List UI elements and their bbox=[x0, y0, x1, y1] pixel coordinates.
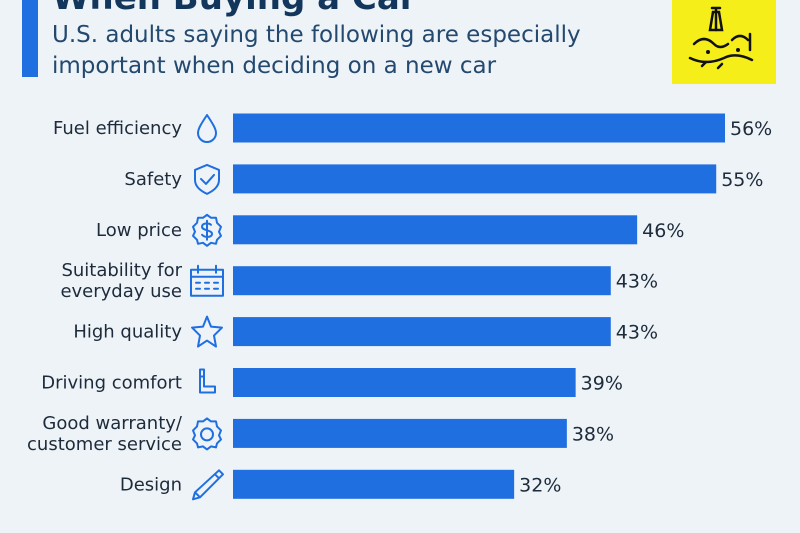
bar-7 bbox=[233, 418, 567, 448]
pencil-icon bbox=[192, 469, 224, 501]
value-label-7: 38% bbox=[572, 423, 614, 445]
bar-4 bbox=[233, 266, 611, 296]
bar-5 bbox=[233, 317, 611, 347]
value-label-5: 43% bbox=[616, 322, 658, 344]
category-label-1: Fuel efficiency bbox=[53, 118, 182, 139]
category-label-2: Safety bbox=[124, 169, 182, 190]
category-label-5: High quality bbox=[73, 322, 182, 343]
bar-1 bbox=[233, 113, 725, 143]
value-label-1: 56% bbox=[730, 118, 772, 140]
category-label-7-line2: customer service bbox=[27, 434, 182, 455]
category-label-7-line1: Good warranty/ bbox=[42, 413, 183, 434]
shield-check-icon bbox=[194, 163, 220, 195]
value-label-8: 32% bbox=[519, 474, 561, 496]
gear-icon bbox=[192, 417, 222, 451]
chart-subtitle: U.S. adults saying the following are esp… bbox=[52, 22, 581, 79]
drop-icon bbox=[197, 114, 217, 143]
bar-8 bbox=[233, 469, 515, 499]
value-label-3: 46% bbox=[642, 220, 684, 242]
oil-derrick-logo-icon bbox=[688, 6, 754, 70]
bar-6 bbox=[233, 368, 576, 397]
car-seat-icon bbox=[199, 368, 216, 394]
dollar-gear-icon bbox=[192, 213, 222, 247]
chart-title: When Buying a Car bbox=[52, 0, 417, 18]
value-label-4: 43% bbox=[616, 271, 658, 293]
category-label-8: Design bbox=[120, 474, 182, 495]
star-icon bbox=[191, 315, 223, 348]
category-label-4-line2: everyday use bbox=[60, 281, 182, 302]
category-label-6: Driving comfort bbox=[41, 373, 182, 394]
title-accent-bar bbox=[22, 0, 38, 77]
bar-3 bbox=[233, 215, 638, 245]
news-logo bbox=[672, 0, 776, 84]
value-label-2: 55% bbox=[721, 169, 763, 191]
category-label-3: Low price bbox=[96, 220, 182, 241]
category-label-4-line1: Suitability for bbox=[61, 260, 182, 281]
calendar-icon bbox=[190, 264, 224, 297]
bar-2 bbox=[233, 164, 717, 194]
value-label-6: 39% bbox=[581, 373, 623, 395]
